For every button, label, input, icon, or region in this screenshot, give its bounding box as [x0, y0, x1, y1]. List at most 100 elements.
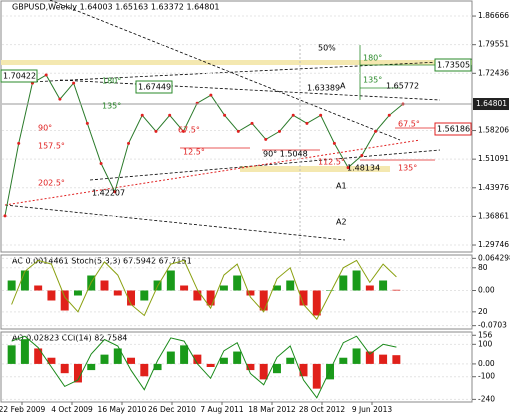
- y-tick-label: 20: [478, 307, 488, 316]
- bar: [246, 363, 255, 371]
- bar: [392, 355, 401, 364]
- annotation: A: [340, 82, 346, 91]
- bar: [259, 363, 268, 380]
- price-point: [58, 97, 62, 101]
- y-tick-label: 156: [478, 330, 493, 339]
- annotation: 135°: [102, 102, 121, 111]
- annotation: 157.5°: [38, 142, 65, 151]
- price-point: [17, 141, 21, 145]
- indicator-line: [11, 259, 397, 321]
- annotation: 112.5°: [318, 158, 345, 167]
- annotation: 50%: [318, 44, 336, 53]
- y-tick-label: 1.29746: [478, 240, 509, 249]
- bar: [34, 348, 43, 364]
- annotation: 1.73505: [437, 61, 470, 70]
- annotation: 1.70422: [3, 72, 36, 81]
- annotation: 90°: [38, 124, 52, 133]
- bar: [140, 363, 149, 377]
- bar: [60, 290, 69, 311]
- bar: [193, 290, 202, 301]
- y-tick-label: -0.0703: [478, 321, 507, 330]
- bar: [193, 354, 202, 364]
- bar: [365, 285, 374, 291]
- x-tick-label: 18 Mar 2012: [248, 405, 296, 414]
- bar: [100, 280, 109, 291]
- bar: [299, 290, 308, 306]
- price-point: [113, 190, 117, 194]
- annotation: 180°: [363, 54, 382, 63]
- bar: [379, 354, 388, 364]
- last-price-label: 1.64801: [476, 99, 507, 108]
- main-panel: [0, 0, 473, 253]
- bar: [34, 285, 43, 291]
- price-point: [387, 113, 391, 117]
- bar: [219, 357, 228, 364]
- y-tick-label: 80: [478, 263, 488, 272]
- price-point: [44, 73, 48, 77]
- price-point: [140, 113, 144, 117]
- bar: [87, 363, 96, 371]
- price-point: [85, 121, 89, 125]
- bar: [73, 290, 82, 296]
- y-tick-label: 0.00: [478, 286, 495, 295]
- y-tick-label: 1.86666: [478, 11, 509, 20]
- bar: [20, 270, 29, 291]
- y-tick-label: 1.72436: [478, 68, 509, 77]
- bar: [233, 275, 242, 291]
- bar: [259, 290, 268, 311]
- bar: [326, 290, 335, 291]
- annotation: 90° 1.5048: [263, 150, 308, 159]
- panel-title: AO 0.02823 CCI(14) 82.7584: [12, 334, 127, 343]
- bar: [206, 290, 215, 306]
- bar: [246, 290, 255, 296]
- bar: [7, 280, 16, 291]
- bar: [127, 357, 136, 364]
- price-point: [277, 129, 281, 133]
- annotation: 1.56186: [437, 125, 470, 134]
- price-line: [4, 74, 404, 216]
- price-point: [181, 129, 185, 133]
- y-tick-label: 1.58206: [478, 126, 509, 135]
- bar: [286, 280, 295, 291]
- chart-title: GBPUSD,Weekly 1.64003 1.65163 1.63372 1.…: [12, 3, 220, 12]
- price-point: [332, 141, 336, 145]
- y-tick-label: 1.79551: [478, 40, 509, 49]
- annotation: 202.5°: [38, 179, 65, 188]
- x-tick-label: 4 Oct 2009: [51, 405, 93, 414]
- annotation: 135°: [398, 164, 417, 173]
- annotation: 1.48134: [347, 164, 380, 173]
- x-tick-label: 22 Feb 2009: [0, 405, 46, 414]
- price-point: [291, 113, 295, 117]
- y-tick-label: -240: [478, 394, 495, 403]
- bar: [113, 290, 122, 296]
- annotation-box: [0, 69, 38, 83]
- annotation: A1: [336, 182, 347, 191]
- price-point: [3, 214, 7, 218]
- bar: [20, 339, 29, 364]
- green-levels: [359, 45, 435, 100]
- bar: [312, 363, 321, 389]
- price-point: [360, 154, 364, 158]
- price-point: [209, 93, 213, 97]
- annotation: 67.5°: [178, 126, 200, 135]
- price-point: [72, 81, 76, 85]
- annotation: 67.5°: [398, 120, 420, 129]
- y-tick-label: 100: [478, 339, 493, 348]
- bar: [113, 348, 122, 364]
- bar: [100, 354, 109, 364]
- red-levels: [180, 127, 435, 161]
- annotation: 12.5°: [183, 148, 205, 157]
- price-point: [305, 121, 309, 125]
- target-zone: [240, 166, 390, 172]
- annotation: 1.67449: [138, 83, 171, 92]
- bar: [299, 363, 308, 377]
- bar: [166, 351, 175, 364]
- bar: [272, 285, 281, 291]
- bar: [339, 357, 348, 364]
- panel-title: AC 0.0014461 Stoch(5,3,3) 67.5942 67.715…: [12, 257, 192, 266]
- x-tick-label: 28 Oct 2012: [299, 405, 346, 414]
- bar: [326, 363, 335, 380]
- annotation-box: [135, 80, 173, 94]
